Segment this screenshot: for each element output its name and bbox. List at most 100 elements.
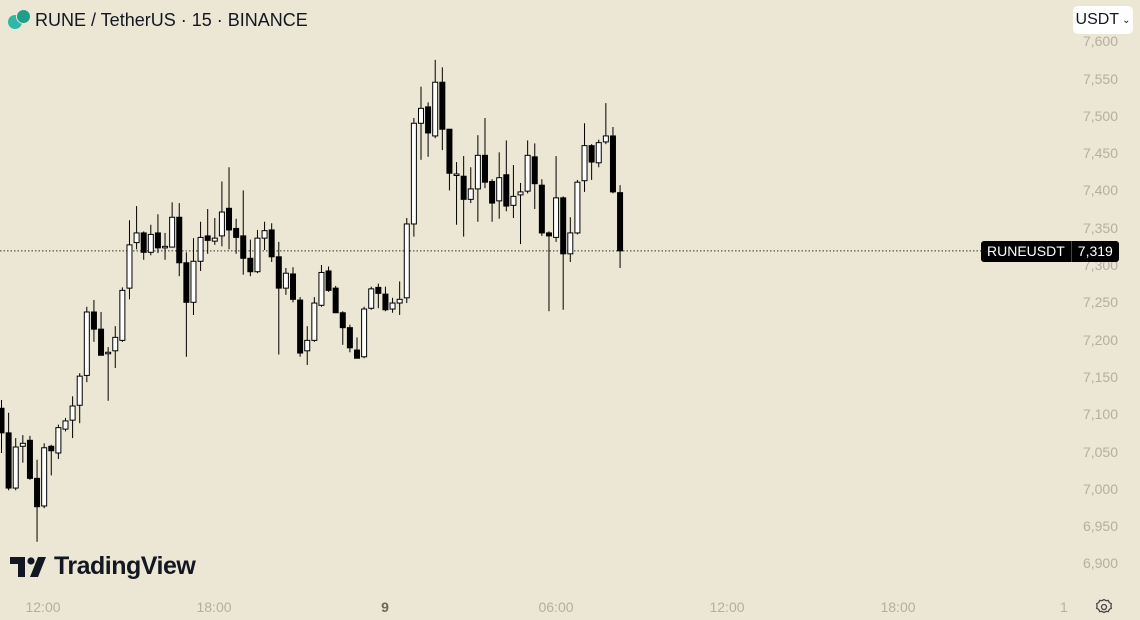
candle xyxy=(538,179,545,236)
candle-body-down xyxy=(354,349,360,359)
candle xyxy=(481,118,488,189)
candle-body-up xyxy=(318,271,325,306)
candle-body-up xyxy=(595,142,602,164)
candle xyxy=(247,239,254,277)
candle-body-down xyxy=(531,156,538,185)
candle xyxy=(588,144,595,180)
tradingview-logo-icon xyxy=(10,556,46,577)
candle xyxy=(375,283,382,309)
candle xyxy=(446,128,453,191)
candle xyxy=(62,417,69,432)
candle-body-down xyxy=(34,477,41,508)
candle xyxy=(524,140,531,194)
candle xyxy=(290,267,297,303)
candle-body-down xyxy=(439,81,446,130)
candle xyxy=(204,209,211,254)
candle-body-up xyxy=(417,107,424,124)
candle-body-down xyxy=(560,197,567,255)
settings-gear-icon[interactable] xyxy=(1095,598,1113,616)
candle xyxy=(169,202,176,248)
candle-body-down xyxy=(140,232,147,253)
rune-coin-icon xyxy=(8,9,31,31)
candle xyxy=(76,373,83,424)
candle-body-down xyxy=(98,328,105,356)
candle xyxy=(133,206,140,250)
candle xyxy=(105,347,112,401)
candle-body-up xyxy=(396,298,403,304)
candle xyxy=(574,179,581,235)
candle xyxy=(581,123,588,192)
candle-body-up xyxy=(467,188,474,200)
candle-body-up xyxy=(55,427,62,454)
time-tick-label: 12:00 xyxy=(709,599,745,615)
candle-body-down xyxy=(609,135,616,193)
candle xyxy=(254,229,261,274)
candle-body-up xyxy=(304,339,311,352)
candle-body-down xyxy=(346,327,353,349)
candle xyxy=(368,286,375,310)
candle xyxy=(162,232,169,260)
candle-body-down xyxy=(503,174,510,207)
candle xyxy=(211,218,218,245)
candle-body-down xyxy=(325,270,332,291)
candle-body-down xyxy=(588,145,595,163)
candle xyxy=(339,311,346,345)
candle-body-up xyxy=(119,289,126,341)
candle xyxy=(26,435,33,480)
candle xyxy=(297,297,304,357)
candle xyxy=(98,311,105,356)
scale-button[interactable]: 1 xyxy=(1060,599,1068,615)
candle-body-up xyxy=(162,245,169,249)
candle-body-down xyxy=(5,432,12,489)
candle xyxy=(609,126,616,194)
candle xyxy=(325,266,332,292)
candle-body-up xyxy=(105,351,112,355)
candle xyxy=(147,224,154,256)
candle-body-up xyxy=(602,135,609,143)
candle-body-up xyxy=(517,191,524,196)
chart-header: RUNE / TetherUS · 15 · BINANCE xyxy=(8,9,308,31)
candle-body-up xyxy=(41,447,48,507)
candle xyxy=(432,59,439,139)
symbol-label: RUNEUSDT xyxy=(987,243,1065,259)
candle-body-up xyxy=(410,122,417,225)
candle xyxy=(560,196,567,310)
candle xyxy=(0,400,5,453)
candle-body-down xyxy=(26,439,33,479)
candle xyxy=(346,324,353,353)
candle xyxy=(439,67,446,151)
candle xyxy=(218,181,225,247)
candle xyxy=(140,231,147,260)
candle-body-up xyxy=(474,154,481,190)
candle-body-up xyxy=(12,446,19,489)
candle xyxy=(190,238,197,315)
price-tick-label: 7,100 xyxy=(1082,406,1118,423)
candle xyxy=(226,167,233,250)
candle xyxy=(417,86,424,160)
candle xyxy=(83,306,90,383)
price-tick-label: 6,900 xyxy=(1082,555,1118,572)
candle xyxy=(12,438,19,491)
candle xyxy=(354,337,360,359)
candle xyxy=(34,459,41,542)
candle xyxy=(233,218,240,254)
candle xyxy=(410,118,417,237)
price-tick-label: 7,500 xyxy=(1082,107,1118,124)
candle-body-up xyxy=(311,302,318,341)
candle-body-up xyxy=(112,336,119,352)
candle xyxy=(467,167,474,204)
candle-body-down xyxy=(90,311,97,330)
candle-body-down xyxy=(275,256,282,289)
candle xyxy=(176,203,183,277)
tradingview-logo[interactable]: TradingView xyxy=(10,552,196,581)
candle-body-down xyxy=(460,175,467,200)
price-tick-label: 7,000 xyxy=(1082,480,1118,497)
candle-body-up xyxy=(169,216,176,248)
candle xyxy=(304,326,311,365)
candle xyxy=(5,412,12,491)
candle xyxy=(69,396,76,439)
candle xyxy=(496,152,503,219)
candle xyxy=(425,102,432,157)
currency-dropdown[interactable]: USDT ⌄ xyxy=(1073,6,1133,34)
